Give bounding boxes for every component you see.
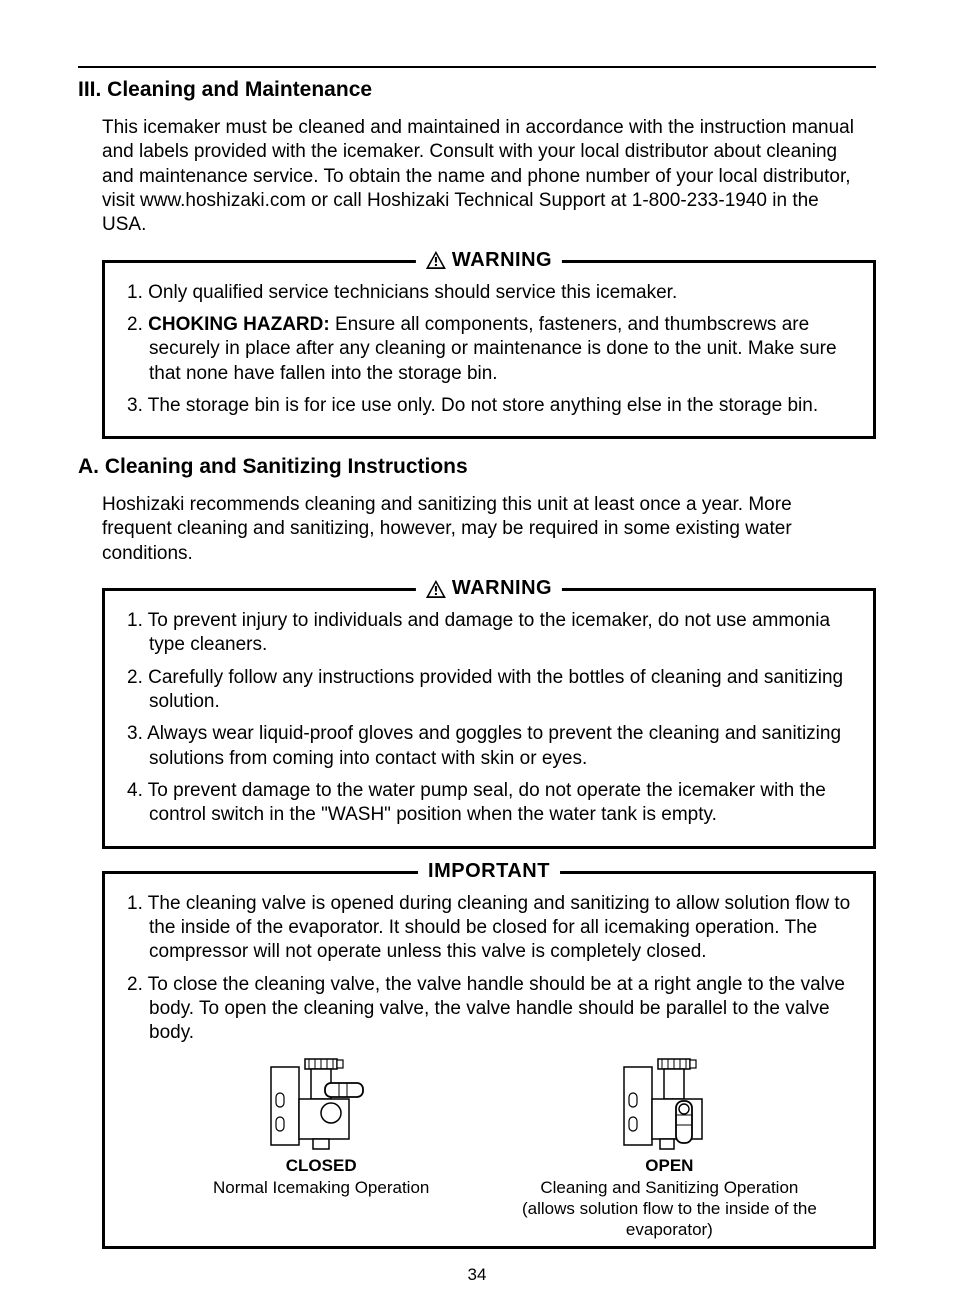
valve-open-column: OPEN Cleaning and Sanitizing Operation (… — [489, 1053, 849, 1240]
valve-open-state: OPEN — [489, 1155, 849, 1176]
warning-callout-2: WARNING To prevent injury to individuals… — [102, 588, 876, 849]
valve-diagram-row: CLOSED Normal Icemaking Operation — [123, 1053, 855, 1240]
warning-header-1: WARNING — [416, 249, 562, 272]
valve-open-diagram — [614, 1053, 724, 1153]
valve-open-caption-2: (allows solution flow to the inside of t… — [489, 1198, 849, 1241]
choking-hazard-label: CHOKING HAZARD: — [148, 314, 330, 335]
valve-closed-state: CLOSED — [213, 1155, 429, 1176]
warning-1-item-3: The storage bin is for ice use only. Do … — [127, 394, 855, 418]
warning-1-list: Only qualified service technicians shoul… — [123, 281, 855, 419]
important-label: IMPORTANT — [428, 860, 550, 883]
warning-2-item-1: To prevent injury to individuals and dam… — [127, 609, 855, 658]
warning-callout-1: WARNING Only qualified service technicia… — [102, 260, 876, 440]
warning-1-item-2: CHOKING HAZARD: Ensure all components, f… — [127, 313, 855, 386]
page-number: 34 — [78, 1265, 876, 1285]
warning-label-2: WARNING — [452, 577, 552, 600]
warning-icon — [426, 251, 446, 269]
section-heading: III. Cleaning and Maintenance — [78, 78, 876, 102]
warning-1-item-1: Only qualified service technicians shoul… — [127, 281, 855, 305]
valve-closed-caption: Normal Icemaking Operation — [213, 1177, 429, 1198]
subsection-intro: Hoshizaki recommends cleaning and saniti… — [102, 493, 876, 566]
subsection-heading: A. Cleaning and Sanitizing Instructions — [78, 455, 876, 479]
warning-2-item-4: To prevent damage to the water pump seal… — [127, 779, 855, 828]
section-intro: This icemaker must be cleaned and mainta… — [102, 116, 876, 238]
document-page: III. Cleaning and Maintenance This icema… — [0, 0, 954, 1305]
important-item-2: To close the cleaning valve, the valve h… — [127, 973, 855, 1046]
valve-closed-column: CLOSED Normal Icemaking Operation — [213, 1053, 429, 1240]
valve-open-caption-1: Cleaning and Sanitizing Operation — [489, 1177, 849, 1198]
warning-icon — [426, 580, 446, 598]
warning-2-list: To prevent injury to individuals and dam… — [123, 609, 855, 828]
warning-header-2: WARNING — [416, 577, 562, 600]
valve-closed-diagram — [261, 1053, 381, 1153]
warning-2-item-3: Always wear liquid-proof gloves and gogg… — [127, 722, 855, 771]
important-header: IMPORTANT — [418, 860, 560, 883]
warning-2-item-2: Carefully follow any instructions provid… — [127, 666, 855, 715]
important-item-1: The cleaning valve is opened during clea… — [127, 892, 855, 965]
important-list: The cleaning valve is opened during clea… — [123, 892, 855, 1046]
important-callout: IMPORTANT The cleaning valve is opened d… — [102, 871, 876, 1250]
warning-label-1: WARNING — [452, 249, 552, 272]
top-rule — [78, 66, 876, 68]
